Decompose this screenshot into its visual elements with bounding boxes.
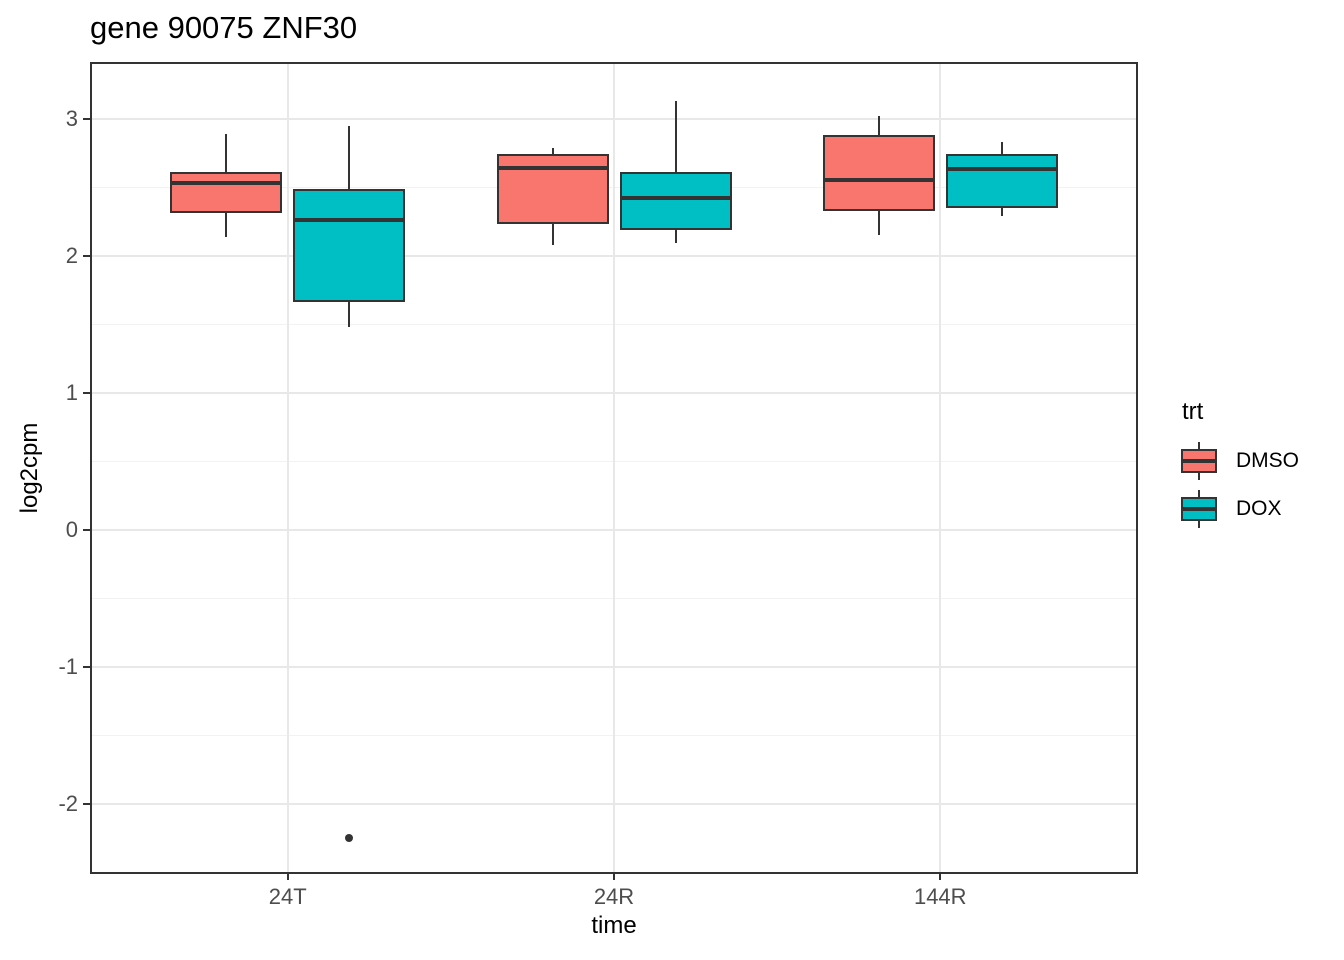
x-tick-label: 144R xyxy=(913,884,967,909)
box-dmso-24r xyxy=(496,154,609,225)
legend-label: DOX xyxy=(1236,497,1282,520)
legend: trt DMSO DOX xyxy=(1180,398,1340,538)
y-tick-mark xyxy=(83,665,90,668)
x-axis-title: time xyxy=(591,912,637,939)
x-tick-mark xyxy=(286,873,289,880)
chart-title: gene 90075 ZNF30 xyxy=(90,10,358,45)
plot-panel xyxy=(90,62,1138,874)
legend-key-boxplot-icon xyxy=(1180,490,1218,528)
box-dox-24r xyxy=(619,172,732,230)
box-dox-24t xyxy=(293,188,406,303)
outlier-point xyxy=(345,833,354,842)
box-dox-144r xyxy=(945,154,1058,208)
legend-entries: DMSO DOX xyxy=(1180,442,1340,528)
legend-key-median xyxy=(1183,459,1215,463)
y-tick-mark xyxy=(83,254,90,257)
y-tick-mark xyxy=(83,117,90,120)
legend-title: trt xyxy=(1182,398,1204,425)
y-tick-mark xyxy=(83,391,90,394)
legend-label: DMSO xyxy=(1236,449,1299,472)
median-line xyxy=(295,218,404,223)
legend-entry-dmso: DMSO xyxy=(1180,442,1340,480)
y-tick-label: 2 xyxy=(65,242,78,268)
y-tick-mark xyxy=(83,802,90,805)
x-tick-mark xyxy=(939,873,942,880)
median-line xyxy=(621,196,730,201)
y-tick-label: -1 xyxy=(58,653,78,679)
median-line xyxy=(172,181,281,186)
box-dmso-24t xyxy=(170,172,283,214)
x-tick-label: 24T xyxy=(268,884,307,909)
legend-entry-dox: DOX xyxy=(1180,490,1340,528)
legend-key-boxplot-icon xyxy=(1180,442,1218,480)
y-tick-label: -2 xyxy=(58,790,78,816)
legend-key-median xyxy=(1183,507,1215,511)
x-tick-label: 24R xyxy=(593,884,635,909)
median-line xyxy=(498,166,607,171)
grid-major-vline xyxy=(939,64,942,872)
y-tick-label: 3 xyxy=(65,105,78,131)
y-tick-mark xyxy=(83,528,90,531)
median-line xyxy=(947,167,1056,172)
x-tick-mark xyxy=(613,873,615,880)
whisker-line xyxy=(674,100,677,244)
grid-major-vline xyxy=(613,64,615,872)
grid-major-vline xyxy=(286,64,289,872)
y-axis-title: log2cpm xyxy=(16,422,43,514)
box-dmso-144r xyxy=(822,135,935,211)
median-line xyxy=(824,178,933,183)
